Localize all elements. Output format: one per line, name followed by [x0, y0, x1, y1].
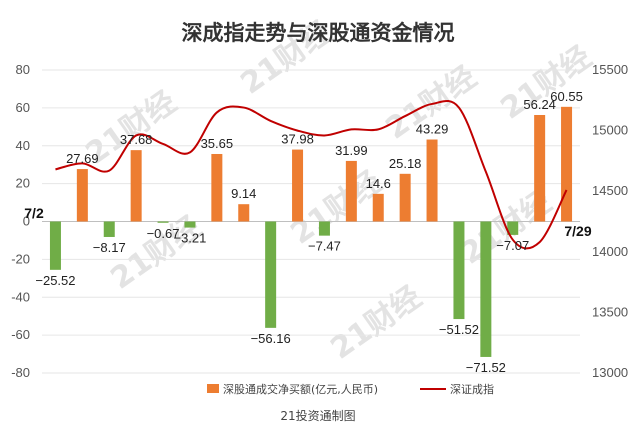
bar	[426, 139, 438, 222]
bar	[534, 114, 546, 222]
right-axis-tick-label: 13500	[592, 304, 628, 319]
left-axis-tick-label: 60	[16, 100, 30, 115]
bar-data-label: 31.99	[335, 143, 368, 158]
left-axis-tick-label: -40	[11, 289, 30, 304]
bar-data-label: 60.55	[550, 89, 583, 104]
end-date-label: 7/29	[564, 223, 591, 239]
bar-data-label: 14.6	[366, 176, 391, 191]
bar	[76, 169, 88, 222]
start-date-label: 7/2	[24, 205, 44, 221]
left-axis-tick-label: -20	[11, 251, 30, 266]
left-axis-tick-label: 80	[16, 62, 30, 77]
left-axis-ticks: 80 60 40 20 0 -20 -40 -60 -80	[11, 62, 30, 380]
bar-data-label: 43.29	[416, 122, 449, 137]
right-axis-tick-label: 15500	[592, 62, 628, 77]
legend-label-bar: 深股通成交净买额(亿元,人民币)	[223, 382, 378, 396]
index-line	[55, 99, 568, 250]
legend-label-line: 深证成指	[450, 382, 494, 396]
bar-data-label: −71.52	[466, 360, 506, 375]
bar-data-label: −8.17	[93, 240, 126, 255]
bar	[561, 106, 573, 222]
watermark-text: 21财经	[325, 280, 428, 367]
bar	[103, 221, 115, 237]
bar-data-label: 25.18	[389, 156, 422, 171]
bar	[345, 160, 357, 222]
bar	[399, 173, 411, 222]
bar-data-label: 37.68	[120, 132, 153, 147]
bar	[507, 221, 519, 235]
right-axis-ticks: 15500 15000 14500 14000 13500 13000	[592, 62, 628, 380]
bar	[184, 221, 196, 228]
right-axis-tick-label: 13000	[592, 365, 628, 380]
bar	[238, 204, 250, 222]
bar-series	[49, 106, 573, 357]
bar	[318, 221, 330, 236]
left-axis-tick-label: 0	[23, 214, 30, 229]
bar-data-label: 56.24	[523, 97, 556, 112]
bar	[49, 221, 61, 270]
source-caption: 21投资通制图	[280, 408, 355, 423]
line-series	[55, 99, 568, 250]
bar-data-label: −7.47	[308, 239, 341, 254]
bar	[265, 221, 277, 328]
chart-title: 深成指走势与深股通资金情况	[182, 21, 455, 45]
data-labels: −25.52 27.69 −8.17 37.68 −0.67−3.21 35.65 9.14…	[35, 89, 582, 375]
legend: 深股通成交净买额(亿元,人民币) 深证成指	[207, 382, 494, 396]
bar	[480, 221, 492, 357]
left-axis-tick-label: 20	[16, 176, 30, 191]
bar-data-label: 37.98	[281, 132, 314, 147]
bar	[372, 193, 384, 222]
left-axis-tick-label: -80	[11, 365, 30, 380]
bar-data-label: 9.14	[231, 186, 256, 201]
bar-data-label: 27.69	[66, 151, 99, 166]
legend-swatch-bar	[207, 384, 219, 393]
right-axis-tick-label: 14000	[592, 244, 628, 259]
bar	[157, 221, 169, 223]
bar	[130, 150, 142, 222]
bar-data-label: −3.21	[173, 231, 206, 246]
right-axis-tick-label: 15000	[592, 123, 628, 138]
bar-data-label: −25.52	[35, 273, 75, 288]
left-axis-tick-label: -60	[11, 327, 30, 342]
bar-data-label: −51.52	[439, 322, 479, 337]
right-axis-tick-label: 14500	[592, 183, 628, 198]
watermark-text: 21财经	[495, 40, 598, 127]
bar	[453, 221, 465, 320]
left-axis-tick-label: 40	[16, 138, 30, 153]
bar-data-label: −0.67	[147, 226, 180, 241]
bar-data-label: 35.65	[201, 136, 234, 151]
bar-data-label: −7.07	[496, 238, 529, 253]
bar-data-label: −56.16	[251, 331, 291, 346]
bar	[211, 153, 223, 222]
bar	[292, 149, 304, 222]
